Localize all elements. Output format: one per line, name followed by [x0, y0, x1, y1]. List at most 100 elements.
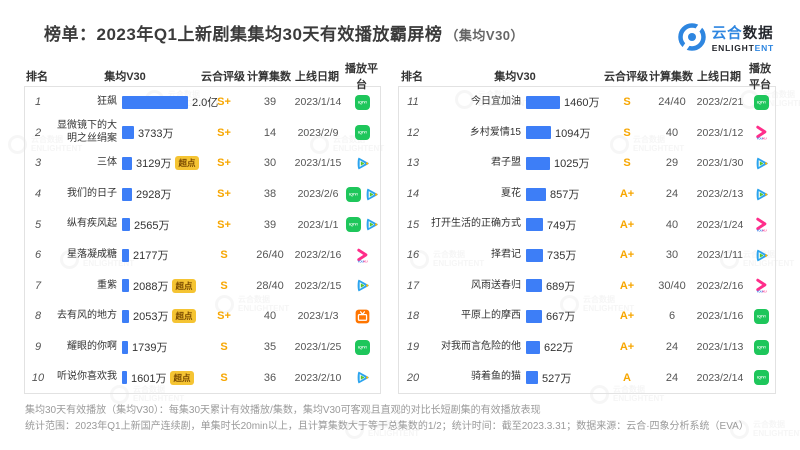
page-title-sub: （集均V30）: [445, 28, 525, 43]
v30-bar: [122, 371, 127, 385]
launch-date-cell: 2023/2/6: [297, 188, 339, 201]
table-row: 6 星落凝成糖 2177万 S 26/40 2023/2/16 YOU KU: [25, 240, 380, 271]
v30-value: 1025万: [554, 158, 590, 171]
launch-date-cell: 2023/1/11: [697, 249, 743, 262]
v30-value: 527万: [542, 372, 572, 385]
drama-title-cell: 纵有疾风起: [67, 218, 117, 230]
v30-value: 857万: [550, 189, 580, 202]
iqiyi-wordmark: iQIYI: [756, 314, 766, 319]
col-rank: 排名: [26, 70, 48, 83]
rank-cell: 17: [406, 279, 420, 292]
episodes-cell: 26/40: [256, 249, 284, 262]
rank-cell: 11: [407, 96, 419, 109]
episodes-cell: 24: [665, 188, 679, 201]
platform-icon-iqiyi: iQIYI: [355, 125, 370, 141]
col-platform: 播放平台: [345, 62, 378, 91]
v30-cell: 2928万: [117, 186, 201, 202]
table-row: 12 乡村爱情15 1094万 S 40 2023/1/12 YOU KU: [399, 118, 775, 149]
table-row: 3 三体 3129万 超点 S+ 30 2023/1/15: [25, 148, 380, 179]
enlightent-logo-text: 云合数据 ENLIGHTENT: [712, 27, 774, 52]
rank-cell: 18: [406, 310, 420, 323]
ranking-table-right: 排名 集均V30 云合评级 计算集数 上线日期 播放平台 11 今日宜加油 1460万 S 24/…: [398, 63, 777, 394]
table-row: 4 我们的日子 2928万 S+ 38 2023/2/6 iQIYI: [25, 179, 380, 210]
col-rating: 云合评级: [201, 70, 245, 83]
rating-cell: A+: [619, 249, 635, 262]
col-episodes: 计算集数: [247, 70, 291, 83]
drama-title-cell: 星落凝成糖: [67, 249, 117, 261]
footnotes: 集均30天有效播放（集均V30）：每集30天累计有效播放/集数，集均V30可客观…: [0, 394, 800, 435]
rating-cell: S: [220, 279, 228, 292]
footnote-scope: 统计范围：2023年Q1上新国产连续剧，单集时长20min以上，且计算集数大于等…: [25, 421, 749, 432]
platform-icon-mgtv: [355, 309, 370, 324]
svg-text:KU: KU: [762, 290, 766, 293]
iqiyi-wordmark: iQIYI: [358, 100, 367, 105]
rank-cell: 5: [34, 218, 42, 231]
drama-title-cell: 听说你喜欢我: [57, 371, 117, 383]
v30-value: 735万: [547, 250, 577, 263]
drama-title-cell: 三体: [97, 157, 117, 169]
platform-cell: [343, 309, 382, 324]
table-row: 20 骑着鱼的猫 527万 A 24 2023/2/14 iQIYI: [399, 362, 775, 393]
v30-bar: [526, 248, 543, 262]
platform-icon-youku: YOU KU: [355, 248, 370, 263]
rating-cell: S+: [217, 126, 231, 139]
svg-text:KU: KU: [762, 137, 766, 140]
rating-cell: S: [623, 126, 631, 139]
v30-value: 1460万: [564, 97, 600, 110]
rating-cell: A+: [619, 279, 635, 292]
launch-date-cell: 2023/1/12: [696, 126, 744, 139]
platform-icon-tencent: [364, 217, 379, 232]
episodes-cell: 29: [665, 157, 679, 170]
rating-cell: S+: [217, 310, 231, 323]
platform-icon-iqiyi: iQIYI: [753, 308, 769, 324]
iqiyi-wordmark: iQIYI: [756, 100, 766, 105]
v30-cell: 1739万: [117, 339, 201, 355]
enlightent-logo: 云合数据 ENLIGHTENT: [677, 22, 774, 57]
v30-cell: 3733万: [117, 125, 201, 141]
platform-icon-tencent: [754, 187, 769, 202]
episodes-cell: 40: [263, 310, 277, 323]
v30-value: 667万: [546, 311, 576, 324]
v30-value: 2088万: [133, 280, 169, 293]
rank-cell: 19: [406, 341, 420, 354]
v30-cell: 1025万: [521, 155, 605, 171]
rating-cell: S: [623, 96, 631, 109]
v30-bar: [526, 187, 546, 201]
rank-cell: 9: [34, 341, 42, 354]
platform-icon-iqiyi: iQIYI: [753, 370, 769, 386]
v30-bar: [526, 309, 542, 323]
col-v30: 集均V30: [494, 70, 536, 83]
premium-badge: 超点: [172, 278, 196, 293]
rating-cell: A+: [619, 310, 635, 323]
premium-badge: 超点: [175, 156, 199, 171]
launch-date-cell: 2023/2/10: [294, 371, 342, 384]
logo-cn-blue: 云合: [711, 26, 743, 42]
table-row: 2 显微镜下的大明之丝绢案 3733万 S+ 14 2023/2/9 iQIYI: [25, 118, 380, 149]
episodes-cell: 38: [263, 188, 277, 201]
ranking-table-left: 排名 集均V30 云合评级 计算集数 上线日期 播放平台 1 狂飙 2.0亿 S+ 39 2023/…: [24, 63, 381, 394]
launch-date-cell: 2023/1/25: [294, 341, 342, 354]
v30-cell: 735万: [521, 247, 605, 263]
platform-icon-youku: YOU KU: [754, 125, 769, 140]
v30-cell: 667万: [521, 308, 605, 324]
episodes-cell: 14: [263, 126, 277, 139]
logo-cn-dark: 数据: [742, 26, 774, 42]
rank-cell: 10: [31, 371, 45, 384]
table-row: 8 去有风的地方 2053万 超点 S+ 40 2023/1/3: [25, 301, 380, 332]
v30-cell: 622万: [521, 339, 605, 355]
launch-date-cell: 2023/1/16: [696, 310, 744, 323]
v30-bar: [122, 126, 134, 140]
platform-cell: YOU KU: [745, 278, 777, 293]
launch-date-cell: 2023/2/13: [696, 188, 744, 201]
platform-cell: iQIYI: [343, 125, 382, 141]
launch-date-cell: 2023/1/3: [297, 310, 339, 323]
platform-cell: iQIYI: [745, 370, 777, 386]
v30-cell: 527万: [521, 370, 605, 386]
platform-cell: iQIYI: [343, 186, 382, 202]
drama-title-cell: 骑着鱼的猫: [471, 371, 521, 383]
v30-bar: [122, 156, 132, 170]
platform-icon-tencent: [364, 187, 379, 202]
v30-bar: [122, 218, 130, 232]
episodes-cell: 6: [668, 310, 676, 323]
launch-date-cell: 2023/1/14: [294, 96, 342, 109]
